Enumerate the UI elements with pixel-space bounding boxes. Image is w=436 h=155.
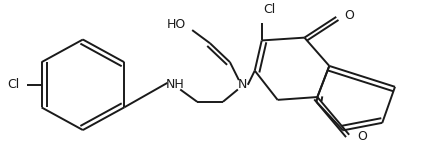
Text: HO: HO <box>167 18 186 31</box>
Text: Cl: Cl <box>7 78 19 91</box>
Text: O: O <box>344 9 354 22</box>
Text: N: N <box>238 78 248 91</box>
Text: NH: NH <box>166 78 185 91</box>
Text: Cl: Cl <box>264 3 276 16</box>
Text: O: O <box>357 130 367 143</box>
